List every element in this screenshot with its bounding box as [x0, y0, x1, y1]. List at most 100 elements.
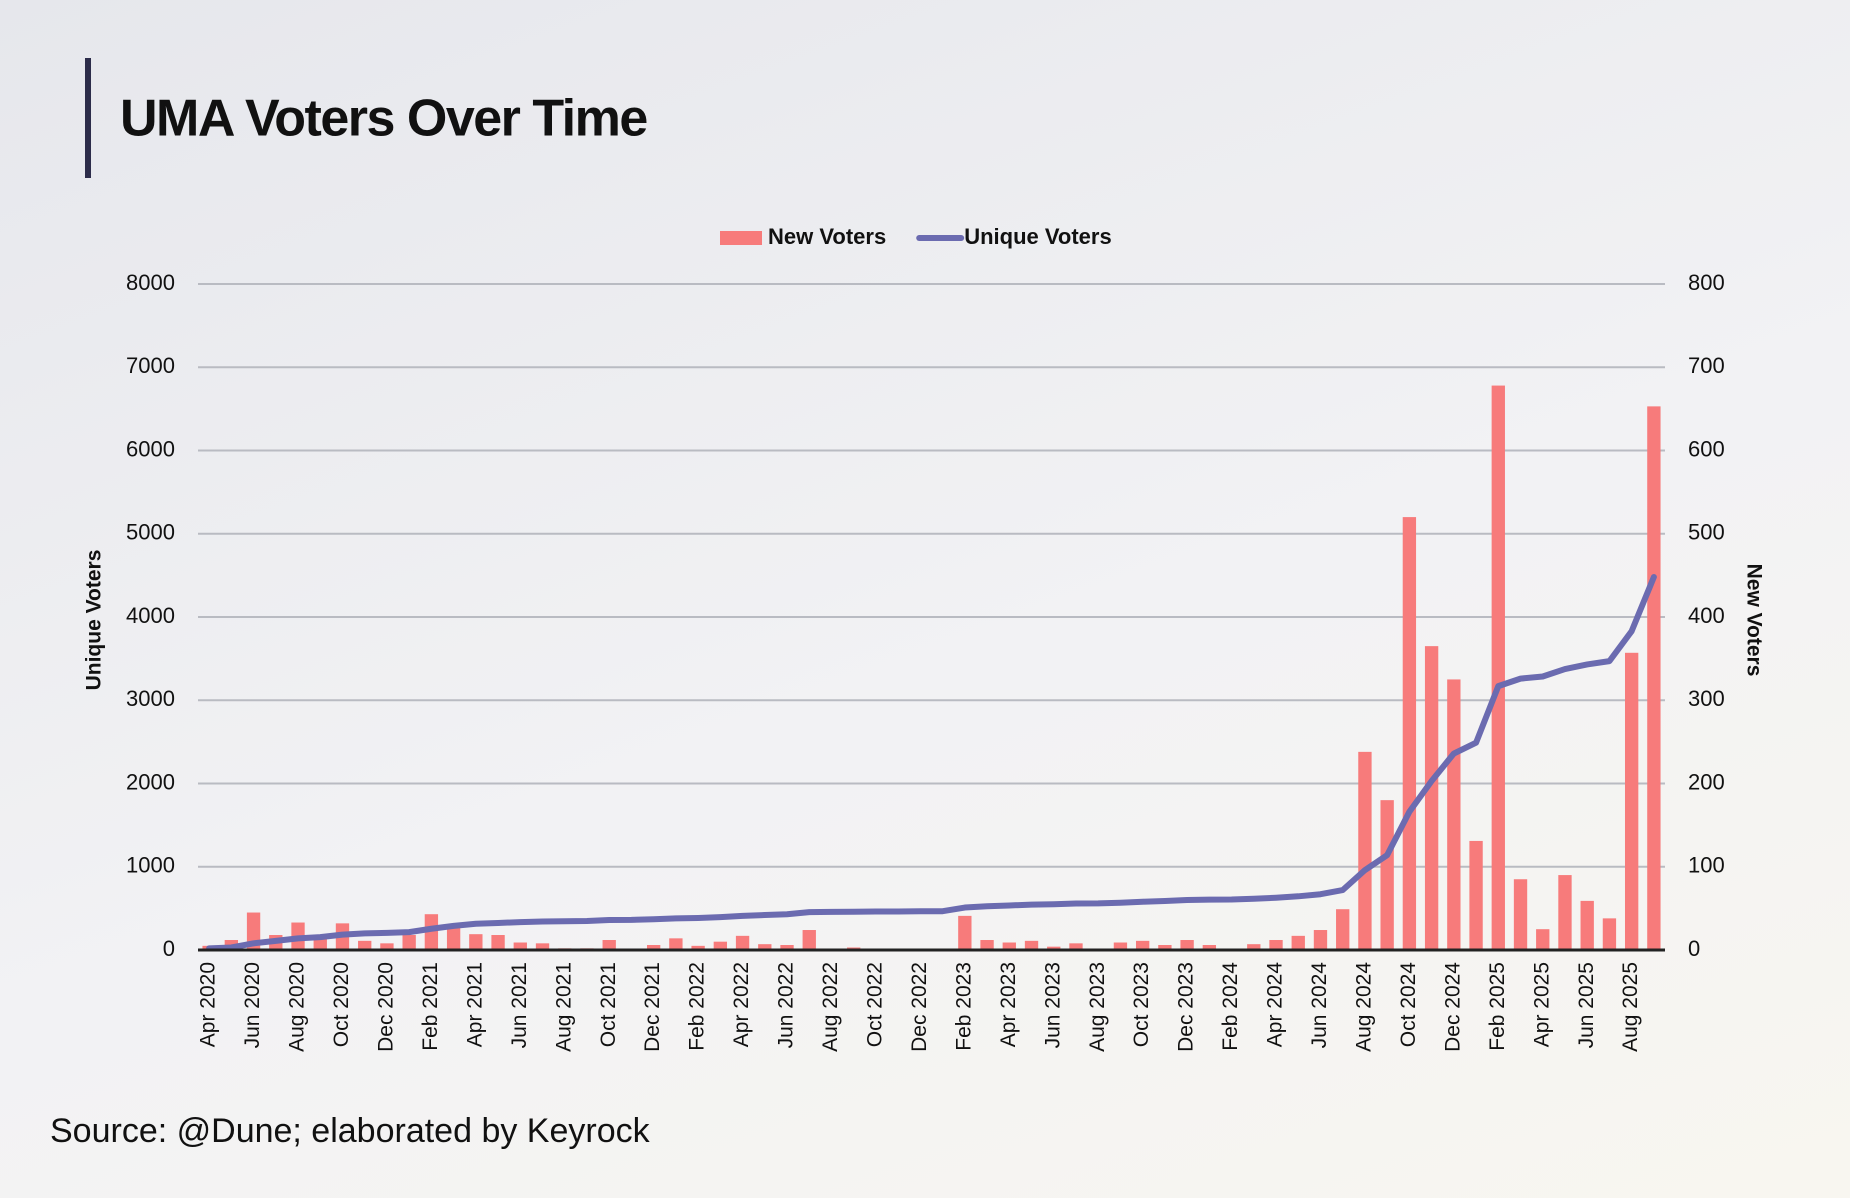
bar [780, 945, 794, 950]
x-tick-label: Apr 2020 [197, 962, 220, 1047]
x-tick-label: Oct 2023 [1130, 962, 1153, 1047]
bar [1447, 679, 1461, 950]
bar [1424, 646, 1439, 950]
bar [1158, 945, 1172, 950]
y2-tick-label: 100 [1688, 853, 1725, 878]
x-tick-label: Apr 2025 [1530, 962, 1553, 1047]
x-tick-label: Oct 2022 [863, 962, 886, 1047]
bar [513, 942, 527, 950]
y-tick-label: 5000 [126, 520, 175, 545]
title-accent [85, 58, 91, 178]
y2-tick-label: 400 [1688, 603, 1725, 628]
x-tick-label: Feb 2024 [1219, 962, 1242, 1051]
bar [758, 944, 772, 950]
y-axis-title: Unique Voters [83, 550, 106, 691]
y-tick-label: 1000 [126, 853, 175, 878]
bar [380, 943, 394, 950]
bar [1536, 929, 1550, 950]
x-tick-label: Apr 2023 [997, 962, 1020, 1047]
y-tick-label: 0 [163, 936, 175, 961]
y-tick-label: 4000 [126, 603, 175, 628]
bar [980, 940, 994, 950]
source-note: Source: @Dune; elaborated by Keyrock [50, 1112, 651, 1150]
y-tick-label: 2000 [126, 769, 175, 794]
bar [358, 940, 372, 950]
bar [1358, 751, 1372, 950]
bar [646, 945, 661, 950]
bar [1558, 875, 1572, 950]
bar [1380, 800, 1394, 950]
bar [1047, 946, 1061, 950]
x-tick-label: Feb 2023 [952, 962, 975, 1051]
bar [713, 941, 728, 950]
y2-tick-label: 600 [1688, 436, 1725, 461]
bar [1113, 942, 1128, 950]
y-tick-label: 3000 [126, 686, 175, 711]
x-tick-label: Aug 2021 [552, 962, 575, 1052]
x-tick-label: Apr 2021 [463, 962, 486, 1047]
y2-tick-label: 800 [1688, 270, 1725, 295]
y2-tick-label: 300 [1688, 686, 1725, 711]
y2-axis-title: New Voters [1742, 564, 1765, 677]
x-tick-label: Apr 2022 [730, 962, 753, 1047]
bar [1069, 943, 1083, 950]
x-tick-label: Feb 2021 [419, 962, 442, 1051]
bar [446, 927, 461, 950]
bar [1491, 385, 1505, 950]
y-tick-label: 7000 [126, 353, 175, 378]
bar [1647, 406, 1661, 950]
legend-label: New Voters [768, 224, 886, 249]
x-tick-label: Apr 2024 [1264, 962, 1287, 1048]
y-tick-label: 8000 [126, 270, 175, 295]
bar [1269, 940, 1283, 950]
bar [602, 940, 616, 950]
bar [1336, 909, 1350, 950]
bar [1247, 944, 1261, 950]
bar [1135, 940, 1150, 950]
x-tick-label: Aug 2020 [286, 962, 309, 1052]
x-tick-label: Jun 2025 [1575, 962, 1598, 1048]
x-tick-label: Aug 2023 [1086, 962, 1109, 1052]
x-tick-label: Aug 2025 [1619, 962, 1642, 1052]
y-tick-label: 6000 [126, 436, 175, 461]
bar [469, 934, 483, 950]
y2-tick-label: 700 [1688, 353, 1725, 378]
x-tick-label: Dec 2024 [1441, 962, 1464, 1052]
legend-swatch [720, 231, 762, 245]
x-tick-label: Dec 2020 [374, 962, 397, 1052]
x-tick-label: Jun 2023 [1041, 962, 1064, 1048]
bar [1024, 940, 1039, 950]
line [206, 574, 1657, 952]
x-tick-label: Jun 2024 [1308, 962, 1331, 1049]
bar [1624, 652, 1639, 950]
bar [1313, 930, 1328, 950]
bar [402, 935, 416, 950]
bar [535, 943, 550, 950]
bar [1513, 879, 1528, 950]
x-tick-label: Feb 2022 [686, 962, 709, 1051]
x-tick-label: Dec 2021 [641, 962, 664, 1052]
x-tick-label: Jun 2022 [775, 962, 798, 1048]
bar [958, 915, 972, 950]
x-tick-label: Jun 2021 [508, 962, 531, 1048]
x-tick-label: Oct 2024 [1397, 962, 1420, 1048]
x-tick-label: Feb 2025 [1486, 962, 1509, 1051]
x-tick-label: Oct 2021 [597, 962, 620, 1047]
x-tick-label: Aug 2024 [1352, 962, 1375, 1052]
legend-label: Unique Voters [964, 224, 1112, 249]
bar [424, 914, 439, 950]
chart-title: UMA Voters Over Time [120, 90, 647, 148]
x-tick-label: Aug 2022 [819, 962, 842, 1052]
bar [1602, 918, 1617, 950]
bar [1180, 940, 1194, 950]
bar [802, 930, 816, 950]
y2-tick-label: 500 [1688, 520, 1725, 545]
x-tick-label: Dec 2023 [1175, 962, 1198, 1052]
bar [1002, 942, 1016, 950]
bar [313, 938, 327, 950]
bar [1291, 935, 1305, 950]
bar [1402, 517, 1417, 950]
bar [735, 935, 750, 950]
